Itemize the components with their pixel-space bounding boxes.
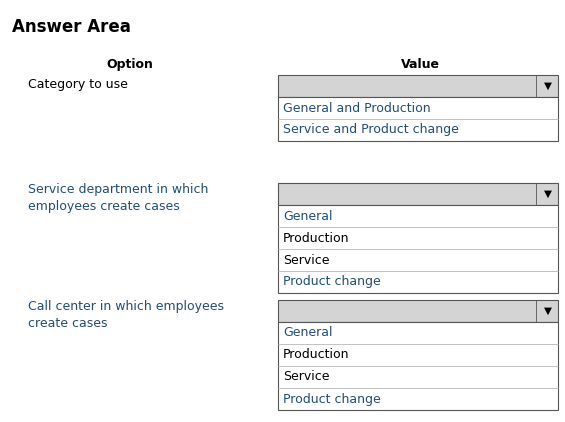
Bar (278, 97, 558, 141)
Text: Product change: Product change (283, 276, 381, 289)
Text: Production: Production (283, 349, 350, 362)
Text: ▼: ▼ (544, 81, 552, 91)
Bar (278, 300, 558, 322)
Text: Answer Area: Answer Area (12, 18, 131, 36)
Text: Service: Service (283, 254, 329, 267)
Text: Call center in which employees
create cases: Call center in which employees create ca… (28, 300, 224, 330)
Bar (278, 322, 558, 410)
Bar (278, 183, 558, 205)
Text: Product change: Product change (283, 392, 381, 406)
Text: Production: Production (283, 232, 350, 244)
Bar (278, 75, 558, 97)
Text: ▼: ▼ (544, 189, 552, 199)
Text: General: General (283, 209, 332, 222)
Text: Option: Option (107, 58, 154, 71)
Text: Service: Service (283, 371, 329, 384)
Bar (278, 205, 558, 293)
Text: General and Production: General and Production (283, 102, 431, 114)
Text: Value: Value (401, 58, 440, 71)
Text: Service department in which
employees create cases: Service department in which employees cr… (28, 183, 208, 213)
Text: ▼: ▼ (544, 306, 552, 316)
Text: General: General (283, 327, 332, 340)
Text: Category to use: Category to use (28, 78, 128, 91)
Text: Service and Product change: Service and Product change (283, 124, 459, 136)
